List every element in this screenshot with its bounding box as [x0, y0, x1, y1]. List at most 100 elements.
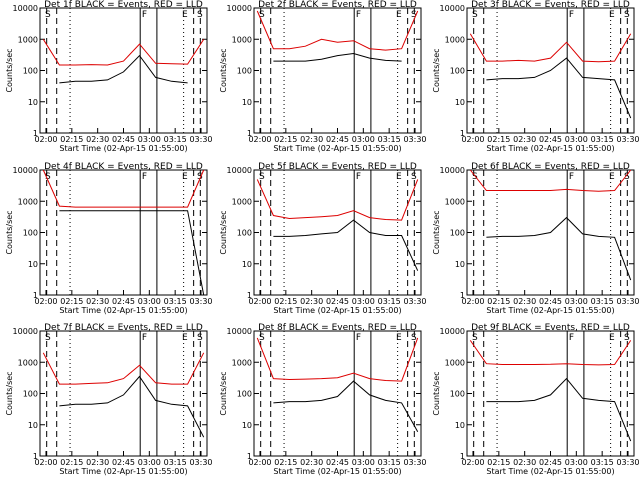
y-tick-label: 10000: [440, 4, 465, 13]
x-tick-label: 03:00: [565, 458, 588, 467]
series-line-lld: [42, 352, 205, 385]
y-tick-label: 10: [242, 421, 252, 430]
series-line-lld: [469, 340, 632, 366]
y-tick-label: 10: [455, 421, 465, 430]
x-tick-label: 03:30: [616, 135, 639, 144]
series-line-lld: [256, 337, 419, 382]
x-tick-label: 02:00: [34, 135, 57, 144]
x-tick-label: 02:30: [300, 297, 323, 306]
marker-label: S: [197, 10, 203, 20]
x-tick-label: 03:30: [616, 297, 639, 306]
y-tick-label: 100: [23, 229, 38, 238]
panel-det-1: Det 1f BLACK = Events, RED = LLD 1 10 100 10…: [5, 0, 213, 153]
x-tick-label: 03:15: [591, 297, 614, 306]
x-tick-label: 02:00: [34, 297, 57, 306]
x-tick-label: 03:15: [591, 458, 614, 467]
x-tick-label: 02:45: [112, 297, 135, 306]
y-tick-label: 10000: [227, 4, 252, 13]
panel-det-6: Det 6f BLACK = Events, RED = LLD 1 10 100 10…: [432, 162, 640, 315]
y-tick-label: 1: [33, 291, 38, 300]
x-tick-label: 02:00: [248, 458, 271, 467]
x-tick-label: 02:45: [326, 458, 349, 467]
y-tick-label: 1: [247, 291, 252, 300]
x-tick-label: 02:15: [60, 135, 83, 144]
marker-label: F: [142, 10, 147, 20]
series-line-events: [59, 210, 205, 296]
marker-label: S: [197, 172, 203, 182]
y-tick-label: 1000: [232, 197, 252, 206]
series-line-lld: [469, 169, 632, 192]
marker-label: E: [182, 333, 188, 343]
x-axis-label: Start Time (02-Apr-15 01:55:00): [59, 144, 187, 153]
y-tick-label: 1000: [232, 358, 252, 367]
x-tick-label: 03:00: [138, 297, 161, 306]
y-axis-label: Counts/sec: [432, 48, 441, 92]
x-tick-label: 03:00: [565, 135, 588, 144]
marker-label: S: [45, 10, 51, 20]
y-axis-label: Counts/sec: [219, 371, 228, 415]
x-tick-label: 03:15: [378, 297, 401, 306]
x-tick-label: 02:45: [539, 458, 562, 467]
panel-title: Det 2f BLACK = Events, RED = LLD: [258, 0, 417, 10]
x-tick-label: 02:45: [539, 297, 562, 306]
x-tick-label: 03:30: [403, 297, 426, 306]
y-axis-label: Counts/sec: [5, 371, 14, 415]
x-tick-label: 03:00: [138, 135, 161, 144]
marker-label: S: [472, 172, 478, 182]
plot-frame: [39, 7, 208, 134]
y-axis-label: Counts/sec: [5, 210, 14, 254]
y-axis-label: Counts/sec: [219, 48, 228, 92]
y-tick-label: 10: [455, 260, 465, 269]
x-tick-label: 02:30: [300, 135, 323, 144]
x-tick-label: 02:45: [539, 135, 562, 144]
panel-det-9: Det 9f BLACK = Events, RED = LLD 1 10 100 10…: [432, 323, 640, 476]
marker-label: F: [569, 172, 574, 182]
y-tick-label: 100: [237, 390, 252, 399]
y-tick-label: 10: [242, 260, 252, 269]
y-tick-label: 10000: [440, 166, 465, 175]
y-tick-label: 10000: [13, 166, 38, 175]
y-tick-label: 1000: [445, 35, 465, 44]
y-tick-label: 1000: [445, 358, 465, 367]
y-tick-label: 1000: [232, 35, 252, 44]
panel-det-7: Det 7f BLACK = Events, RED = LLD 1 10 100 10…: [5, 323, 213, 476]
x-axis-label: Start Time (02-Apr-15 01:55:00): [486, 144, 614, 153]
x-tick-label: 02:15: [274, 297, 297, 306]
y-tick-label: 10000: [227, 166, 252, 175]
x-tick-label: 03:15: [378, 458, 401, 467]
marker-label: S: [259, 10, 265, 20]
series-line-events: [273, 380, 419, 432]
x-tick-label: 02:45: [112, 458, 135, 467]
marker-label: F: [142, 333, 147, 343]
series-line-events: [273, 52, 402, 62]
x-tick-label: 02:45: [326, 135, 349, 144]
x-tick-label: 03:00: [352, 135, 375, 144]
y-tick-label: 100: [450, 229, 465, 238]
y-tick-label: 10000: [440, 327, 465, 336]
x-tick-label: 03:15: [378, 135, 401, 144]
marker-label: S: [411, 172, 417, 182]
marker-label: E: [609, 172, 615, 182]
y-tick-label: 100: [237, 67, 252, 76]
series-line-events: [59, 54, 188, 84]
y-axis-label: Counts/sec: [432, 210, 441, 254]
marker-label: S: [624, 172, 630, 182]
marker-label: E: [182, 10, 188, 20]
panel-title: Det 4f BLACK = Events, RED = LLD: [44, 162, 203, 172]
marker-label: S: [259, 172, 265, 182]
series-line-lld: [256, 179, 419, 221]
y-tick-label: 10: [28, 421, 38, 430]
x-tick-label: 03:30: [403, 458, 426, 467]
panel-det-3: Det 3f BLACK = Events, RED = LLD 1 10 100 10…: [432, 0, 640, 153]
x-tick-label: 02:45: [112, 135, 135, 144]
x-tick-label: 03:15: [164, 297, 187, 306]
x-tick-label: 02:30: [513, 458, 536, 467]
y-tick-label: 100: [237, 229, 252, 238]
y-tick-label: 1: [247, 129, 252, 138]
y-axis-label: Counts/sec: [219, 210, 228, 254]
x-tick-label: 03:15: [591, 135, 614, 144]
x-tick-label: 02:15: [487, 135, 510, 144]
marker-label: S: [197, 333, 203, 343]
x-tick-label: 02:30: [513, 297, 536, 306]
